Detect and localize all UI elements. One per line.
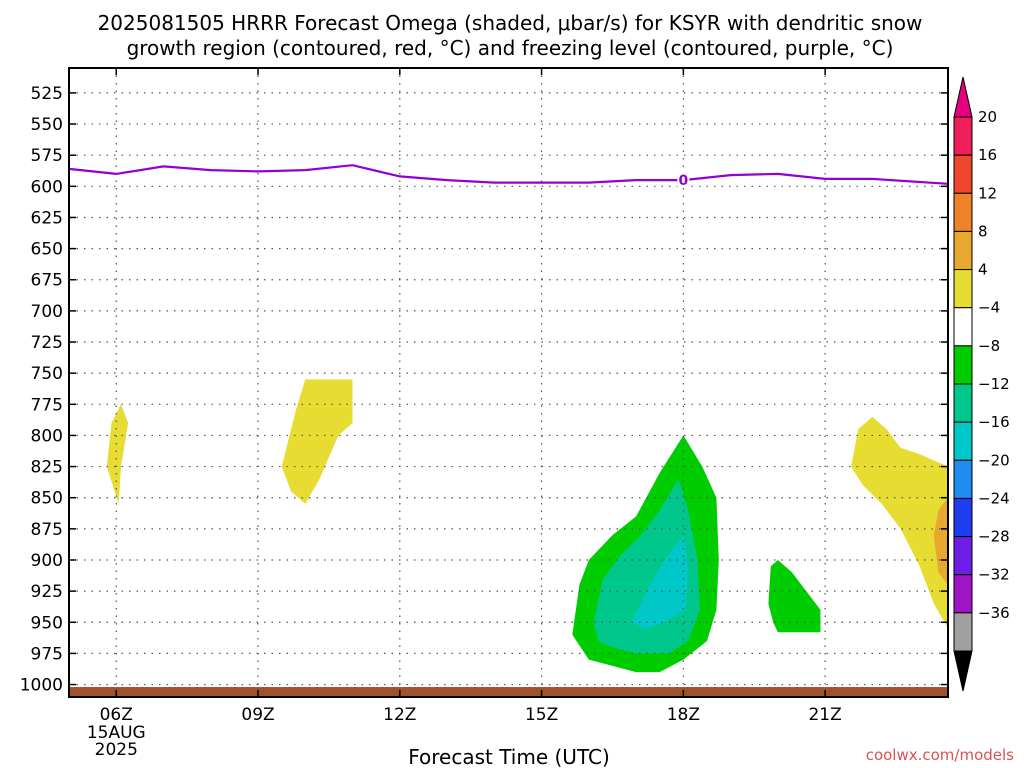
colorbar-label-9: −20 (978, 451, 1010, 469)
colorbar-label-6: −8 (978, 337, 1000, 355)
freezing-label-bg (677, 172, 690, 189)
omega-region-4 (631, 535, 689, 629)
y-tick-label-14: 875 (31, 520, 63, 540)
colorbar-label-13: −36 (978, 604, 1010, 622)
x-tick-label-4: 18Z (667, 705, 700, 725)
colorbar-box-8 (953, 421, 973, 461)
colorbar-box-4 (953, 269, 973, 309)
surface-ground (69, 687, 948, 697)
y-tick-label-7: 700 (31, 302, 63, 322)
x-tick-label-5: 21Z (808, 705, 841, 725)
y-tick-label-13: 850 (31, 489, 63, 509)
x-tick-sublabel-0-0: 15AUG (87, 723, 146, 743)
y-tick-label-0: 525 (31, 84, 63, 104)
colorbar-box-1 (953, 154, 973, 194)
colorbar-box-2 (953, 192, 973, 232)
omega-region-0 (106, 404, 129, 504)
colorbar-bottom-arrow (953, 650, 973, 692)
y-tick-label-12: 825 (31, 458, 63, 478)
y-tick-label-4: 625 (31, 208, 63, 228)
colorbar-box-3 (953, 230, 973, 271)
surface-band (69, 687, 948, 697)
y-tick-label-5: 650 (31, 240, 63, 260)
colorbar-top-arrow (953, 76, 973, 118)
y-tick-label-2: 575 (31, 146, 63, 166)
colorbar-box-9 (953, 459, 973, 499)
x-tick-label-0: 06Z (100, 705, 133, 725)
colorbar-label-0: 20 (978, 108, 997, 126)
gridlines (69, 68, 948, 697)
y-tick-label-3: 600 (31, 177, 63, 197)
x-axis-label: Forecast Time (UTC) (408, 745, 610, 768)
colorbar-box-12 (953, 574, 973, 614)
colorbar-label-4: 4 (978, 261, 988, 279)
x-tick-label-1: 09Z (241, 705, 274, 725)
colorbar-box-13 (953, 612, 973, 652)
chart-title-line2: growth region (contoured, red, °C) and f… (127, 36, 894, 60)
y-tick-label-9: 750 (31, 364, 63, 384)
colorbar: 20 16 12 8 4 −4 −8 −12 −16 −20 −24 −28 −32 −36 (953, 76, 1010, 692)
x-tick-label-2: 12Z (383, 705, 416, 725)
omega-region-6 (851, 416, 948, 629)
colorbar-box-5 (953, 307, 973, 347)
colorbar-label-7: −12 (978, 375, 1010, 393)
omega-region-7 (933, 497, 948, 585)
x-tick-label-3: 15Z (525, 705, 558, 725)
credit-text: coolwx.com/models (866, 746, 1014, 764)
colorbar-label-2: 12 (978, 184, 997, 202)
colorbar-label-3: 8 (978, 222, 988, 240)
colorbar-box-10 (953, 497, 973, 538)
chart-title-line1: 2025081505 HRRR Forecast Omega (shaded, … (98, 11, 923, 35)
plot-area-border (68, 67, 949, 698)
colorbar-label-10: −24 (978, 489, 1010, 507)
freezing-level-label: 0 (678, 173, 688, 189)
colorbar-box-6 (953, 345, 973, 385)
colorbar-label-8: −16 (978, 413, 1010, 431)
y-tick-label-1: 550 (31, 115, 63, 135)
x-tick-sublabel-0-1: 2025 (95, 740, 138, 760)
y-tick-label-8: 725 (31, 333, 63, 353)
omega-region-1 (281, 379, 353, 504)
y-tick-label-19: 1000 (20, 676, 63, 696)
omega-region-5 (768, 560, 821, 633)
freezing-level: 0 (68, 164, 949, 189)
colorbar-label-5: −4 (978, 299, 1000, 317)
y-tick-label-18: 975 (31, 644, 63, 664)
colorbar-box-11 (953, 536, 973, 576)
shaded-regions (106, 379, 948, 673)
colorbar-label-1: 16 (978, 146, 997, 164)
y-tick-label-16: 925 (31, 582, 63, 602)
colorbar-label-12: −32 (978, 566, 1010, 584)
y-tick-label-17: 950 (31, 613, 63, 633)
y-axis: 525 550 575 600 625 650 675 700 725 750 775 800 825 8… (20, 84, 948, 696)
freezing-level-line (68, 164, 949, 185)
y-tick-label-11: 800 (31, 426, 63, 446)
colorbar-box-0 (953, 116, 973, 156)
y-tick-label-15: 900 (31, 551, 63, 571)
colorbar-box-7 (953, 383, 973, 423)
y-tick-label-6: 675 (31, 271, 63, 291)
y-tick-label-10: 775 (31, 395, 63, 415)
colorbar-label-11: −28 (978, 528, 1010, 546)
